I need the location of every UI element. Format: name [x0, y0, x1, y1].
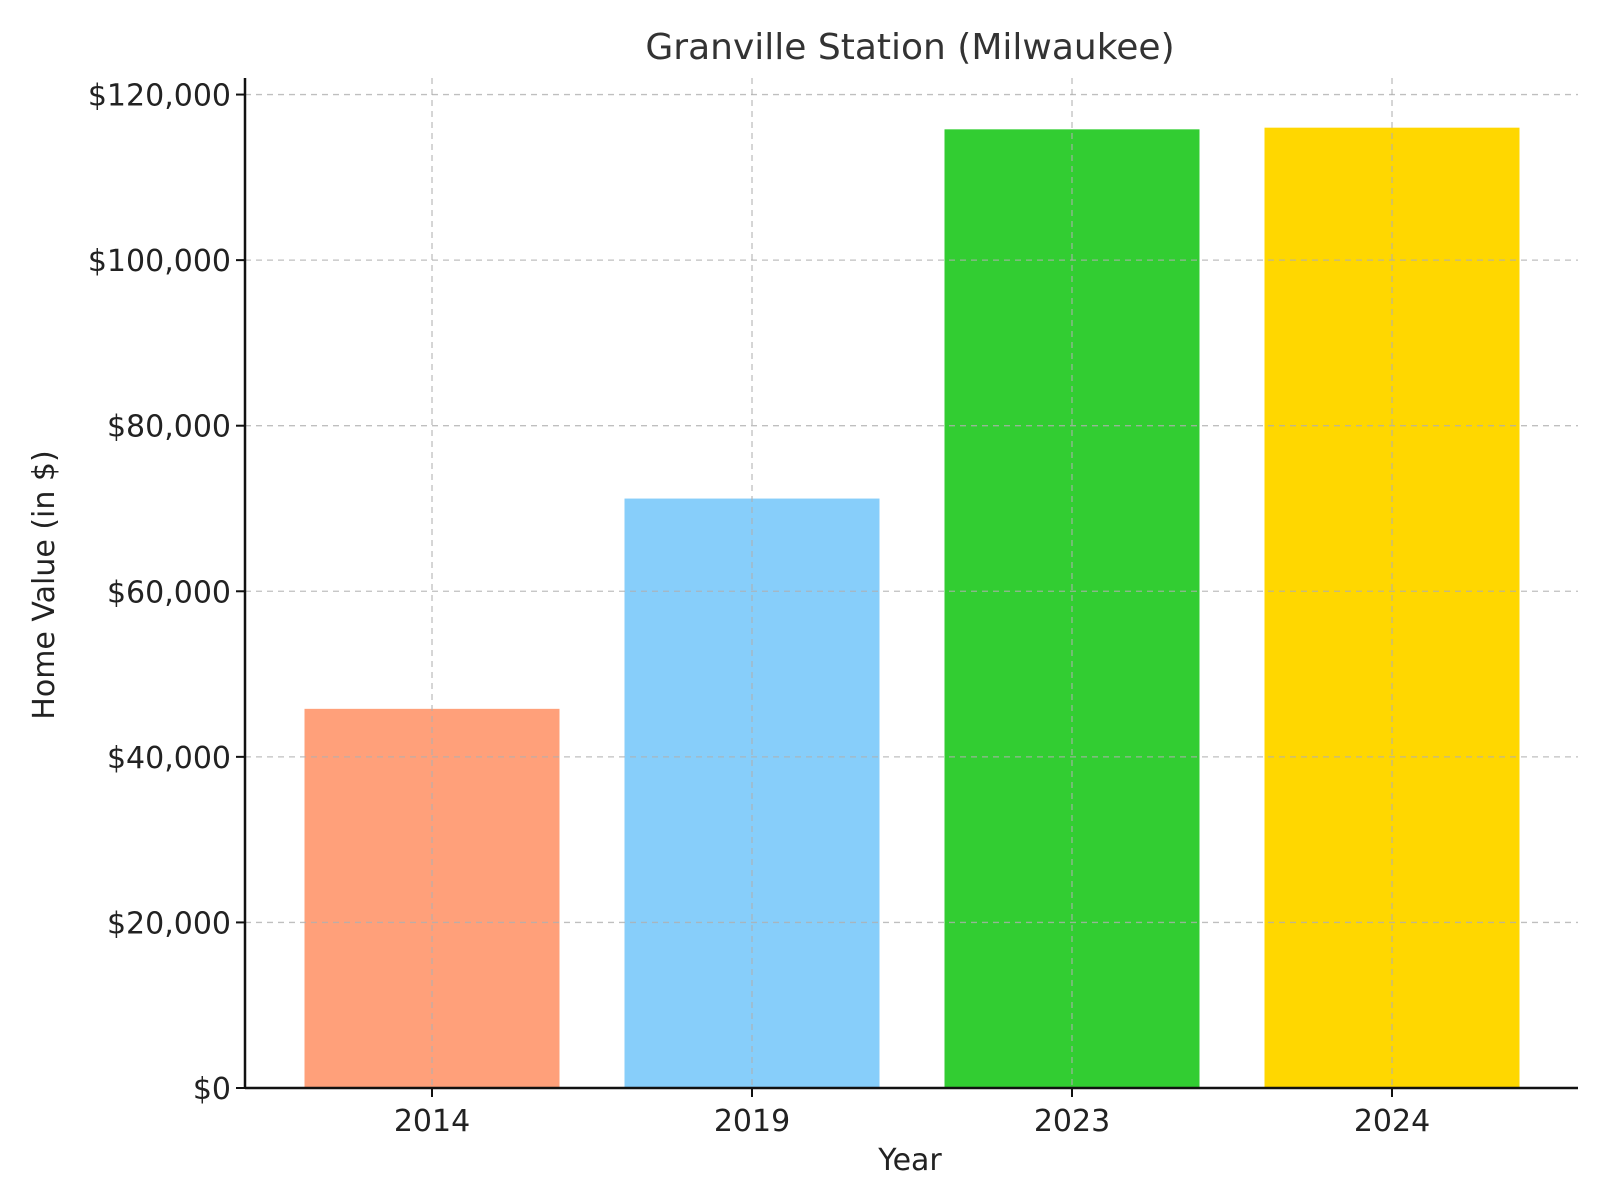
y-tick-label: $80,000 — [107, 410, 231, 445]
x-ticks: 2014 2019 2023 2024 — [394, 1088, 1430, 1139]
x-tick-label: 2023 — [1034, 1104, 1110, 1139]
y-tick-label: $60,000 — [107, 575, 231, 610]
axes — [243, 78, 1578, 1090]
y-tick-label: $0 — [193, 1072, 231, 1107]
y-tick-label: $20,000 — [107, 906, 231, 941]
x-tick-label: 2019 — [714, 1104, 790, 1139]
x-axis-label: Year — [877, 1143, 942, 1178]
x-tick-label: 2014 — [394, 1104, 470, 1139]
y-ticks: $0 $20,000 $40,000 $60,000 $80,000 $100,000 $1… — [88, 79, 245, 1107]
grid-lines — [245, 78, 1578, 1088]
x-tick-label: 2024 — [1354, 1104, 1430, 1139]
y-tick-label: $120,000 — [88, 79, 231, 114]
y-tick-label: $40,000 — [107, 741, 231, 776]
y-axis-label: Home Value (in $) — [27, 450, 62, 719]
bars — [304, 127, 1520, 1089]
chart-title: Granville Station (Milwaukee) — [645, 27, 1174, 68]
y-tick-label: $100,000 — [88, 244, 231, 279]
